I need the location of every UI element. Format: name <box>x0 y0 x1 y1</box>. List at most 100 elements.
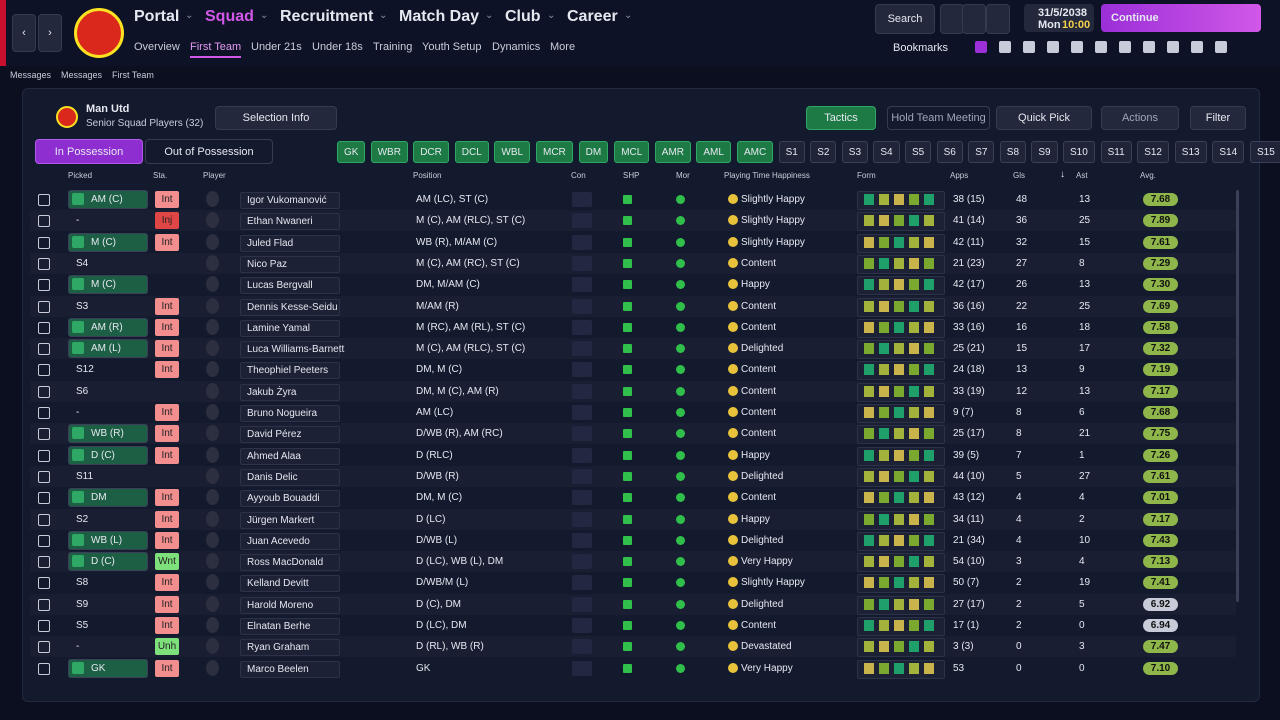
position-slot[interactable]: MCR <box>536 141 573 163</box>
picked-slot[interactable]: - <box>76 215 80 227</box>
picked-slot[interactable]: AM (R) <box>68 317 148 337</box>
picked-slot[interactable]: - <box>76 407 80 418</box>
position-slot[interactable]: S9 <box>1031 141 1058 163</box>
table-row[interactable]: D (C) Wnt Ross MacDonald D (LC), WB (L), DM… <box>30 551 1236 573</box>
checkbox[interactable] <box>38 407 50 419</box>
table-row[interactable]: DM Int Ayyoub Bouaddi DM, M (C) Content 43 (1… <box>30 487 1236 509</box>
position-slot[interactable]: S1 <box>778 141 805 163</box>
checkbox[interactable] <box>38 492 50 505</box>
picked-slot[interactable]: S3 <box>76 300 89 312</box>
position-slot[interactable]: S7 <box>968 141 995 163</box>
checkbox[interactable] <box>38 194 50 206</box>
nav-tab[interactable]: Match Day <box>399 8 480 25</box>
position-slot[interactable]: AML <box>696 141 731 163</box>
picked-slot[interactable]: S4 <box>76 257 89 269</box>
player-name[interactable]: Ahmed Alaa <box>240 447 340 465</box>
back-button[interactable]: ‹ <box>12 14 36 52</box>
checkbox[interactable] <box>38 641 50 654</box>
position-slot[interactable]: AMC <box>737 141 774 163</box>
table-row[interactable]: S11 Danis Delic D/WB (R) Delighted 44 (10) 5 2… <box>30 465 1236 487</box>
picked-slot[interactable]: - <box>76 641 80 653</box>
sub-tab[interactable]: Dynamics <box>492 41 541 53</box>
position-slot[interactable]: S8 <box>999 141 1027 163</box>
player-name[interactable]: Jürgen Markert <box>240 511 340 529</box>
table-row[interactable]: WB (R) Int David Pérez D/WB (R), AM (RC) Con… <box>30 423 1236 445</box>
search-button[interactable]: Search <box>875 4 935 34</box>
table-row[interactable]: D (C) Int Ahmed Alaa D (RLC) Happy 39 (5) 7 1 7.… <box>30 445 1236 466</box>
table-row[interactable]: S6 Jakub Żyra DM, M (C), AM (R) Content 33 (… <box>30 380 1236 402</box>
picked-slot[interactable]: S6 <box>76 385 89 397</box>
in-possession[interactable]: In Possession <box>35 139 143 164</box>
sub-tab[interactable]: First Team <box>190 41 242 58</box>
nav-tab[interactable]: Recruitment <box>280 8 374 25</box>
position-slot[interactable]: S3 <box>841 141 869 163</box>
position-slot[interactable]: WBR <box>370 141 408 163</box>
sub-tab[interactable]: Under 21s <box>251 41 302 53</box>
position-slot[interactable]: WBL <box>494 141 531 163</box>
sub-tab[interactable]: Under 18s <box>312 41 363 53</box>
checkbox[interactable] <box>38 428 50 441</box>
checkbox[interactable] <box>38 513 50 526</box>
position-slot[interactable]: DCL <box>454 141 489 163</box>
toolbar-icon[interactable] <box>1119 41 1131 53</box>
position-slot[interactable]: S13 <box>1174 141 1207 163</box>
column-header[interactable]: Playing Time Happiness <box>724 171 810 180</box>
picked-slot[interactable]: D (C) <box>68 552 148 572</box>
checkbox[interactable] <box>38 598 50 611</box>
column-header[interactable]: Avg. <box>1140 171 1156 180</box>
picked-slot[interactable]: S8 <box>76 577 89 589</box>
table-row[interactable]: WB (L) Int Juan Acevedo D/WB (L) Delighted 21… <box>30 530 1236 551</box>
position-slot[interactable]: S12 <box>1137 141 1169 163</box>
out-possession[interactable]: Out of Possession <box>145 139 273 164</box>
position-slot[interactable]: AMR <box>654 141 692 163</box>
picked-slot[interactable]: S9 <box>76 598 89 610</box>
column-header[interactable]: Sta. <box>153 171 168 180</box>
picked-slot[interactable]: M (C) <box>68 232 148 252</box>
position-slot[interactable]: S4 <box>873 141 900 163</box>
breadcrumb[interactable]: Messages <box>10 70 52 80</box>
picked-slot[interactable]: S12 <box>76 364 94 376</box>
toolbar-icon[interactable] <box>1143 41 1155 53</box>
column-header[interactable]: SHP <box>623 171 640 180</box>
player-name[interactable]: Kelland Devitt <box>240 575 340 593</box>
sub-tab[interactable]: More <box>550 41 576 53</box>
player-name[interactable]: Dennis Kesse-Seidu <box>240 298 340 316</box>
nav-tab[interactable]: Career <box>567 8 618 25</box>
picked-slot[interactable]: AM (C) <box>68 190 148 209</box>
column-header[interactable]: Con <box>571 171 586 180</box>
position-slot[interactable]: S6 <box>936 141 963 163</box>
toolbar-icon[interactable] <box>1095 41 1107 53</box>
column-header[interactable]: Mor <box>676 171 690 180</box>
player-name[interactable]: Jakub Żyra <box>240 383 340 401</box>
selection-info[interactable]: Selection Info <box>215 106 337 130</box>
column-header[interactable]: Apps <box>950 171 969 180</box>
icon-button[interactable] <box>962 4 986 34</box>
picked-slot[interactable]: WB (R) <box>68 424 148 444</box>
icon-button[interactable] <box>986 4 1010 34</box>
table-row[interactable]: - Unh Ryan Graham D (RL), WB (R) Devastated 3… <box>30 636 1236 658</box>
table-row[interactable]: AM (C) Int Igor Vukomanović AM (LC), ST (C)… <box>30 189 1236 210</box>
checkbox[interactable] <box>38 662 50 675</box>
filter-button[interactable]: Filter <box>1190 106 1246 130</box>
table-row[interactable]: - Inj Ethan Nwaneri M (C), AM (RLC), ST (C)… <box>30 210 1236 232</box>
table-row[interactable]: S4 Nico Paz M (C), AM (RC), ST (C) Content 2… <box>30 252 1236 274</box>
table-row[interactable]: AM (R) Int Lamine Yamal M (RC), AM (RL), ST… <box>30 317 1236 338</box>
nav-tab[interactable]: Portal <box>134 8 180 25</box>
icon-button[interactable] <box>940 4 964 34</box>
column-header[interactable]: Picked <box>68 171 93 180</box>
checkbox[interactable] <box>38 364 50 377</box>
position-slot[interactable]: DM <box>578 141 609 163</box>
bookmarks[interactable]: Bookmarks <box>893 42 949 54</box>
sub-tab[interactable]: Training <box>373 41 413 53</box>
player-name[interactable]: David Pérez <box>240 426 340 444</box>
toolbar-icon[interactable] <box>975 41 987 53</box>
toolbar-icon[interactable] <box>1215 41 1227 53</box>
player-name[interactable]: Juan Acevedo <box>240 532 340 550</box>
checkbox[interactable] <box>38 385 50 398</box>
checkbox[interactable] <box>38 534 50 547</box>
checkbox[interactable] <box>38 257 50 270</box>
picked-slot[interactable]: WB (L) <box>68 530 148 550</box>
checkbox[interactable] <box>38 300 50 313</box>
toolbar-icon[interactable] <box>999 41 1011 53</box>
table-row[interactable]: S5 Int Elnatan Berhe D (LC), DM Content 17 (1… <box>30 615 1236 636</box>
